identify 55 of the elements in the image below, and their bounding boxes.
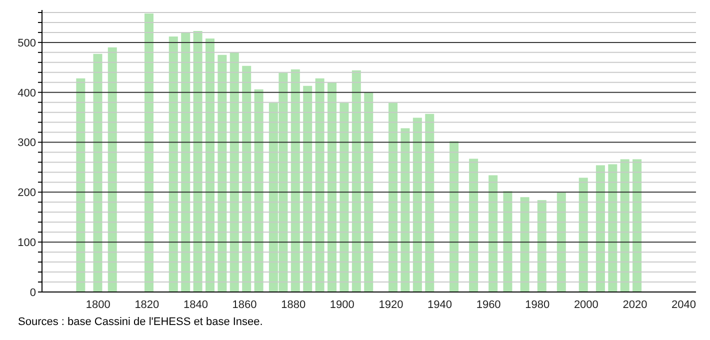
bar: [230, 52, 239, 292]
bar: [412, 118, 422, 292]
x-tick-label: 2040: [672, 298, 696, 311]
x-tick-label: 1840: [183, 298, 208, 311]
x-tick-label: 1900: [330, 298, 354, 311]
bar: [632, 159, 642, 292]
bar: [352, 70, 361, 292]
y-tick-label: 400: [18, 87, 36, 100]
bar: [290, 69, 300, 292]
bar: [400, 128, 410, 292]
x-tick-label: 1820: [134, 298, 160, 311]
y-tick-label: 300: [18, 137, 36, 150]
source-note: Sources : base Cassini de l'EHESS et base Insee.: [18, 316, 264, 328]
bar: [168, 36, 178, 292]
y-tick-label: 0: [30, 286, 36, 299]
x-tick-label: 1860: [232, 298, 257, 311]
x-tick-label: 1940: [428, 298, 452, 311]
y-tick-label: 500: [18, 37, 36, 50]
bar: [93, 54, 102, 292]
bar: [608, 164, 618, 292]
bar: [328, 82, 337, 292]
x-tick-label: 1980: [525, 298, 550, 311]
x-tick-label: 1920: [378, 298, 404, 311]
y-tick-label: 100: [18, 236, 36, 249]
bar: [469, 158, 478, 292]
bar: [450, 141, 459, 292]
bar: [520, 197, 530, 292]
bar: [108, 47, 117, 292]
bar: [193, 30, 202, 292]
bar: [596, 165, 605, 292]
bar: [242, 66, 252, 292]
x-tick-label: 2000: [574, 298, 598, 311]
bar: [218, 54, 227, 292]
bar: [76, 78, 86, 292]
x-tick-label: 1960: [476, 298, 501, 311]
bar: [537, 200, 546, 292]
bar: [620, 159, 630, 292]
x-tick-label: 1880: [281, 298, 306, 311]
bar: [425, 114, 434, 292]
bar: [181, 32, 190, 292]
x-tick-label: 2020: [622, 298, 648, 311]
bar: [578, 178, 588, 292]
bar: [364, 92, 374, 292]
bar: [503, 191, 512, 292]
bar: [144, 13, 154, 292]
bar: [303, 86, 312, 292]
bar: [340, 102, 349, 292]
bar: [388, 102, 398, 292]
bar: [488, 175, 498, 292]
bar: [315, 78, 324, 292]
bar: [254, 89, 264, 292]
bar: [206, 38, 214, 292]
x-tick-label: 1800: [86, 298, 110, 311]
bar: [556, 192, 566, 292]
y-tick-label: 200: [18, 187, 36, 200]
